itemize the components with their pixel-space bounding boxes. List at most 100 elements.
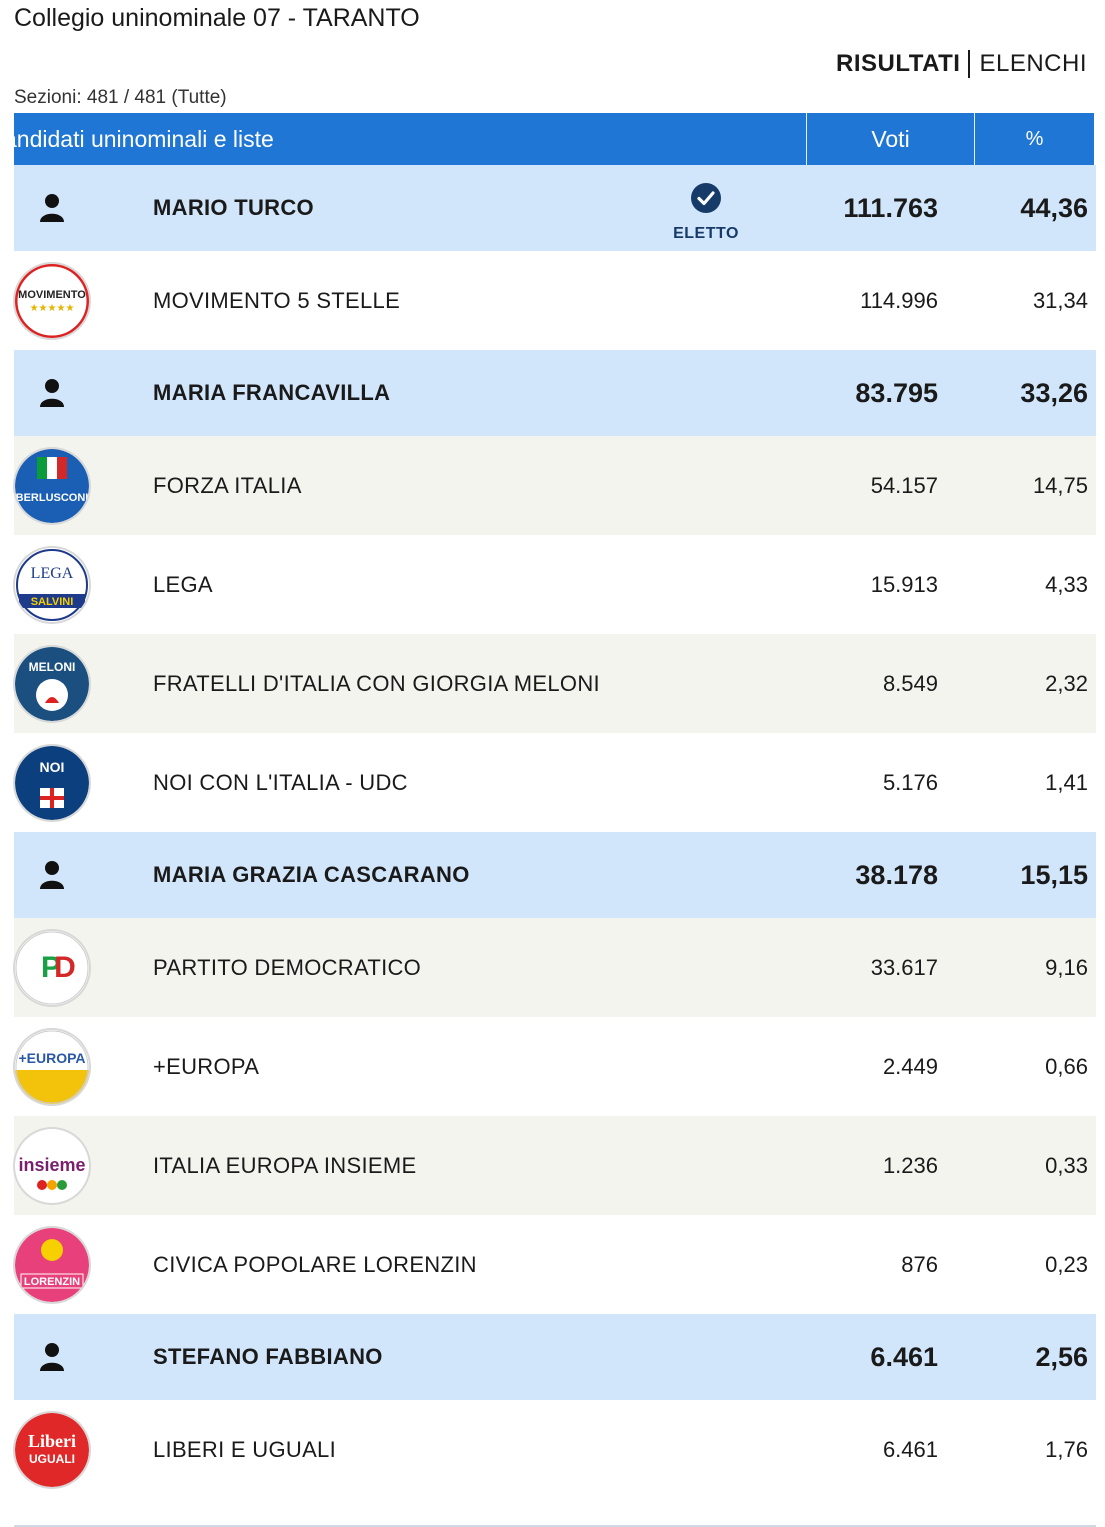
- votes-value: 15.913: [870, 571, 938, 597]
- percent-value: 1,76: [1045, 1436, 1088, 1462]
- percent-value: 9,16: [1045, 954, 1088, 980]
- votes-value: 114.996: [860, 287, 938, 313]
- party-row: LEGA SALVINI LEGA 15.913 4,33: [14, 535, 1096, 634]
- svg-text:BERLUSCONI: BERLUSCONI: [16, 492, 89, 504]
- candidate-row: STEFANO FABBIANO 6.461 2,56: [14, 1314, 1096, 1400]
- svg-text:SALVINI: SALVINI: [31, 596, 74, 608]
- votes-value: 876: [901, 1251, 938, 1277]
- votes-value: 38.178: [855, 859, 938, 890]
- party-name: FORZA ITALIA: [153, 472, 302, 498]
- percent-value: 0,33: [1045, 1152, 1088, 1178]
- svg-text:★★★★★: ★★★★★: [30, 303, 75, 314]
- party-name: +EUROPA: [153, 1053, 260, 1079]
- percent-value: 2,32: [1045, 670, 1088, 696]
- m5s-logo: MOVIMENTO ★★★★★: [14, 263, 90, 338]
- candidate-row: MARIA GRAZIA CASCARANO 38.178 15,15: [14, 832, 1096, 918]
- header-perc-column: %: [1025, 127, 1044, 150]
- party-row: P D PARTITO DEMOCRATICO 33.617 9,16: [14, 918, 1096, 1017]
- noi-con-italia-logo: NOI: [15, 745, 89, 820]
- page-title: Collegio uninominale 07 - TARANTO: [14, 4, 420, 32]
- tab-risultati[interactable]: RISULTATI: [836, 50, 971, 78]
- person-icon: [14, 861, 90, 889]
- candidate-name: MARIA GRAZIA CASCARANO: [153, 862, 470, 887]
- svg-text:NOI: NOI: [40, 759, 65, 775]
- party-name: NOI CON L'ITALIA - UDC: [153, 769, 408, 795]
- party-row: +EUROPA +EUROPA 2.449 0,66: [14, 1017, 1096, 1116]
- forza-italia-logo: BERLUSCONI: [14, 448, 90, 523]
- noi-con-italia-logo: NOI: [14, 745, 90, 820]
- percent-value: 44,36: [1020, 192, 1088, 223]
- party-row: MELONI FRATELLI D'ITALIA CON GIORGIA MELO…: [14, 634, 1096, 733]
- liberi-uguali-logo: Liberi UGUALI: [15, 1412, 89, 1487]
- view-switcher: RISULTATI ELENCHI: [836, 46, 1087, 82]
- lega-logo: LEGA SALVINI: [15, 547, 89, 622]
- candidate-row: MARIA FRANCAVILLA 83.795 33,26: [14, 350, 1096, 436]
- header-name-column: andidati uninominali e liste: [14, 113, 807, 165]
- percent-value: 33,26: [1020, 377, 1088, 408]
- candidate-name: MARIA FRANCAVILLA: [153, 380, 391, 405]
- candidate-name: STEFANO FABBIANO: [153, 1344, 383, 1369]
- votes-value: 33.617: [870, 954, 938, 980]
- lega-logo: LEGA SALVINI: [14, 547, 90, 622]
- party-row: NOI NOI CON L'ITALIA - UDC 5.176 1,41: [14, 733, 1096, 832]
- svg-text:LORENZIN: LORENZIN: [24, 1276, 80, 1288]
- svg-text:insieme: insieme: [18, 1155, 85, 1175]
- percent-value: 4,33: [1045, 571, 1088, 597]
- votes-value: 6.461: [882, 1436, 938, 1462]
- results-table-header: andidati uninominali e liste Voti %: [14, 113, 1094, 165]
- liberi-uguali-logo: Liberi UGUALI: [14, 1412, 90, 1487]
- svg-text:UGUALI: UGUALI: [29, 1452, 75, 1466]
- eletto-badge: ELETTO: [673, 182, 738, 243]
- percent-value: 1,41: [1045, 769, 1088, 795]
- tab-elenchi[interactable]: ELENCHI: [979, 50, 1087, 77]
- svg-text:Liberi: Liberi: [28, 1431, 76, 1451]
- party-name: CIVICA POPOLARE LORENZIN: [153, 1251, 477, 1277]
- svg-text:P: P: [41, 951, 61, 984]
- party-name: ITALIA EUROPA INSIEME: [153, 1152, 417, 1178]
- fratelli-italia-logo: MELONI: [14, 646, 90, 721]
- votes-value: 1.236: [882, 1152, 938, 1178]
- piu-europa-logo: +EUROPA: [15, 1029, 89, 1104]
- party-row: MOVIMENTO ★★★★★ MOVIMENTO 5 STELLE 114.996 3…: [14, 251, 1096, 350]
- svg-text:D: D: [54, 951, 76, 984]
- party-name: FRATELLI D'ITALIA CON GIORGIA MELONI: [153, 670, 600, 696]
- votes-value: 2.449: [882, 1053, 938, 1079]
- percent-value: 15,15: [1020, 859, 1088, 890]
- civica-popolare-logo: LORENZIN: [15, 1227, 89, 1302]
- percent-value: 31,34: [1032, 287, 1088, 313]
- forza-italia-logo: BERLUSCONI: [15, 448, 89, 523]
- svg-text:LEGA: LEGA: [31, 565, 74, 582]
- party-name: LIBERI E UGUALI: [153, 1436, 337, 1462]
- votes-value: 54.157: [870, 472, 938, 498]
- votes-value: 5.176: [882, 769, 938, 795]
- party-name: LEGA: [153, 571, 213, 597]
- sezioni-count: Sezioni: 481 / 481 (Tutte): [14, 87, 227, 108]
- party-name: PARTITO DEMOCRATICO: [153, 954, 422, 980]
- svg-text:MOVIMENTO: MOVIMENTO: [18, 289, 86, 301]
- results-table-body: MARIO TURCO ELETTO 111.763 44,36 MOVIMENTO ★★…: [14, 165, 1096, 1499]
- votes-value: 83.795: [855, 377, 938, 408]
- insieme-logo: insieme: [15, 1128, 89, 1203]
- party-row: LORENZIN CIVICA POPOLARE LORENZIN 876 0,23: [14, 1215, 1096, 1314]
- fratelli-italia-logo: MELONI: [15, 646, 89, 721]
- party-row: Liberi UGUALI LIBERI E UGUALI 6.461 1,76: [14, 1400, 1096, 1499]
- insieme-logo: insieme: [14, 1128, 90, 1203]
- svg-text:MELONI: MELONI: [29, 660, 76, 674]
- votes-value: 8.549: [882, 670, 938, 696]
- votes-value: 111.763: [843, 192, 938, 223]
- candidate-name: MARIO TURCO: [153, 195, 314, 220]
- party-name: MOVIMENTO 5 STELLE: [153, 287, 401, 313]
- check-circle-icon: [690, 182, 722, 219]
- piu-europa-logo: +EUROPA: [14, 1029, 90, 1104]
- person-icon: [14, 379, 90, 407]
- civica-popolare-logo: LORENZIN: [14, 1227, 90, 1302]
- percent-value: 0,66: [1045, 1053, 1088, 1079]
- votes-value: 6.461: [870, 1341, 938, 1372]
- table-bottom-divider: [14, 1525, 1096, 1527]
- candidate-row: MARIO TURCO ELETTO 111.763 44,36: [14, 165, 1096, 251]
- percent-value: 2,56: [1035, 1341, 1088, 1372]
- m5s-logo: MOVIMENTO ★★★★★: [15, 263, 89, 338]
- party-row: insieme ITALIA EUROPA INSIEME 1.236 0,33: [14, 1116, 1096, 1215]
